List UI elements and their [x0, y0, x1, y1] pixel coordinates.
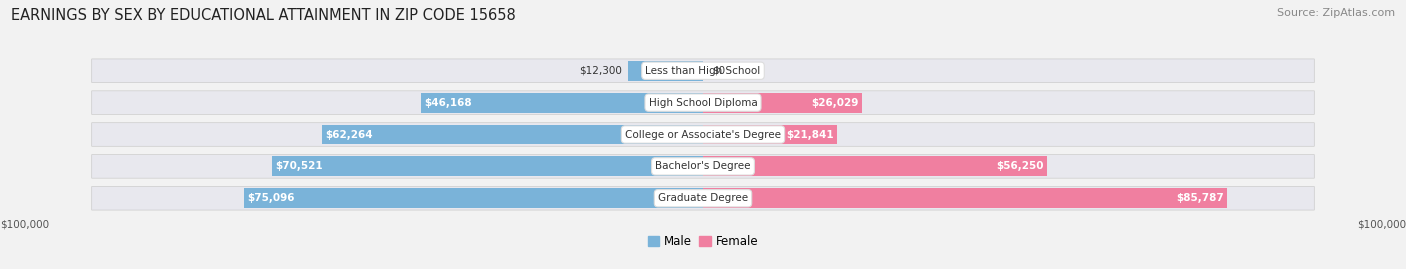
Bar	[271, 157, 703, 176]
Bar	[628, 61, 703, 81]
FancyBboxPatch shape	[91, 123, 1315, 146]
Text: $62,264: $62,264	[325, 129, 373, 140]
FancyBboxPatch shape	[91, 186, 1315, 210]
Text: Bachelor's Degree: Bachelor's Degree	[655, 161, 751, 171]
Text: $100,000: $100,000	[1357, 220, 1406, 230]
FancyBboxPatch shape	[91, 59, 1315, 83]
Text: $85,787: $85,787	[1177, 193, 1225, 203]
Text: $26,029: $26,029	[811, 98, 859, 108]
Bar	[420, 93, 703, 112]
Text: $75,096: $75,096	[247, 193, 294, 203]
Text: $46,168: $46,168	[423, 98, 471, 108]
Text: EARNINGS BY SEX BY EDUCATIONAL ATTAINMENT IN ZIP CODE 15658: EARNINGS BY SEX BY EDUCATIONAL ATTAINMEN…	[11, 8, 516, 23]
Bar	[703, 188, 1227, 208]
Legend: Male, Female: Male, Female	[643, 230, 763, 253]
Text: High School Diploma: High School Diploma	[648, 98, 758, 108]
Text: Less than High School: Less than High School	[645, 66, 761, 76]
Bar	[703, 93, 862, 112]
Bar	[322, 125, 703, 144]
Text: Source: ZipAtlas.com: Source: ZipAtlas.com	[1277, 8, 1395, 18]
Text: $100,000: $100,000	[0, 220, 49, 230]
Text: $70,521: $70,521	[276, 161, 322, 171]
Bar	[703, 125, 837, 144]
Text: $56,250: $56,250	[997, 161, 1043, 171]
Text: $12,300: $12,300	[579, 66, 621, 76]
Bar	[703, 157, 1047, 176]
FancyBboxPatch shape	[91, 91, 1315, 114]
Text: College or Associate's Degree: College or Associate's Degree	[626, 129, 780, 140]
Bar	[243, 188, 703, 208]
Text: $21,841: $21,841	[786, 129, 834, 140]
FancyBboxPatch shape	[91, 155, 1315, 178]
Text: $0: $0	[713, 66, 725, 76]
Text: Graduate Degree: Graduate Degree	[658, 193, 748, 203]
